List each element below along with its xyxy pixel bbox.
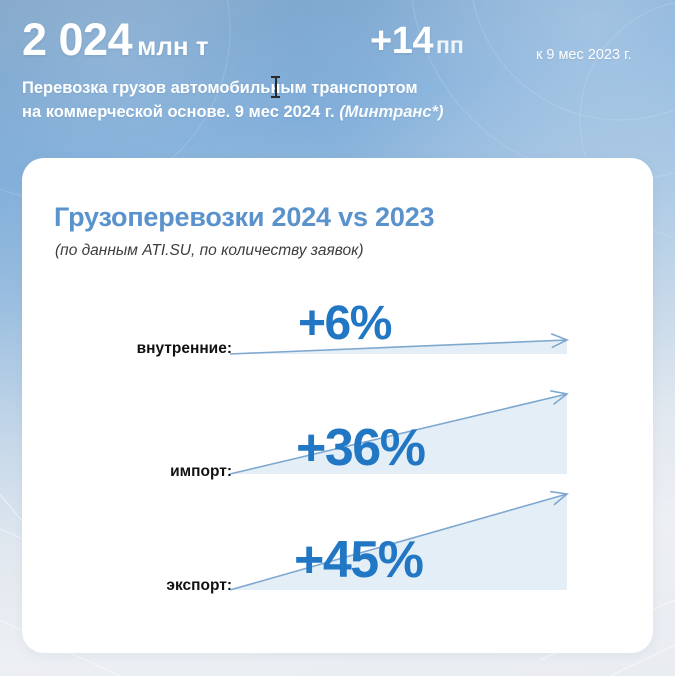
arrow-shaft bbox=[229, 339, 568, 355]
chart-row-value: +6% bbox=[298, 297, 392, 350]
primary-stat: 2 024 млн т bbox=[22, 17, 209, 62]
delta-stat-unit: пп bbox=[435, 32, 464, 58]
arrow-head bbox=[550, 332, 569, 349]
chart-title: Грузоперевозки 2024 vs 2023 bbox=[54, 202, 435, 232]
growth-arrow-icon bbox=[229, 490, 569, 591]
chart-subtitle: (по данным ATI.SU, по количеству заявок) bbox=[55, 242, 364, 259]
arrow-head bbox=[550, 390, 569, 405]
chart-row-value: +45% bbox=[294, 531, 424, 589]
header: 2 024 млн т +14 пп к 9 мес 2023 г. Перев… bbox=[0, 0, 675, 158]
growth-arrow-icon bbox=[229, 332, 569, 355]
header-caption: Перевозка грузов автомобильным транспорт… bbox=[22, 76, 443, 124]
arrow-shaft bbox=[229, 393, 568, 475]
chart-row-label: импорт: bbox=[170, 463, 232, 480]
delta-stat: +14 пп bbox=[370, 22, 464, 60]
delta-stat-value: +14 bbox=[370, 20, 433, 62]
delta-comparison-note: к 9 мес 2023 г. bbox=[536, 47, 632, 63]
caption-line-2-text: на коммерческой основе. 9 мес 2024 г. bbox=[22, 103, 335, 121]
arrow-head bbox=[550, 490, 569, 506]
chart-card: Грузоперевозки 2024 vs 2023 (по данным A… bbox=[22, 158, 653, 653]
caption-line-2: на коммерческой основе. 9 мес 2024 г. (М… bbox=[22, 100, 443, 124]
primary-stat-unit: млн т bbox=[137, 31, 209, 61]
primary-stat-value: 2 024 bbox=[22, 14, 133, 65]
arrow-shaft bbox=[229, 493, 568, 591]
caption-source: (Минтранс*) bbox=[339, 103, 444, 121]
chart-rows: внутренние: +6% импорт: +36% экспорт: +45% bbox=[22, 158, 653, 653]
chart-row-value: +36% bbox=[296, 419, 426, 477]
growth-arrow-icon bbox=[229, 390, 569, 475]
chart-row-label: внутренние: bbox=[136, 340, 232, 357]
caption-line-1: Перевозка грузов автомобильным транспорт… bbox=[22, 79, 418, 97]
chart-row-label: экспорт: bbox=[166, 577, 232, 594]
